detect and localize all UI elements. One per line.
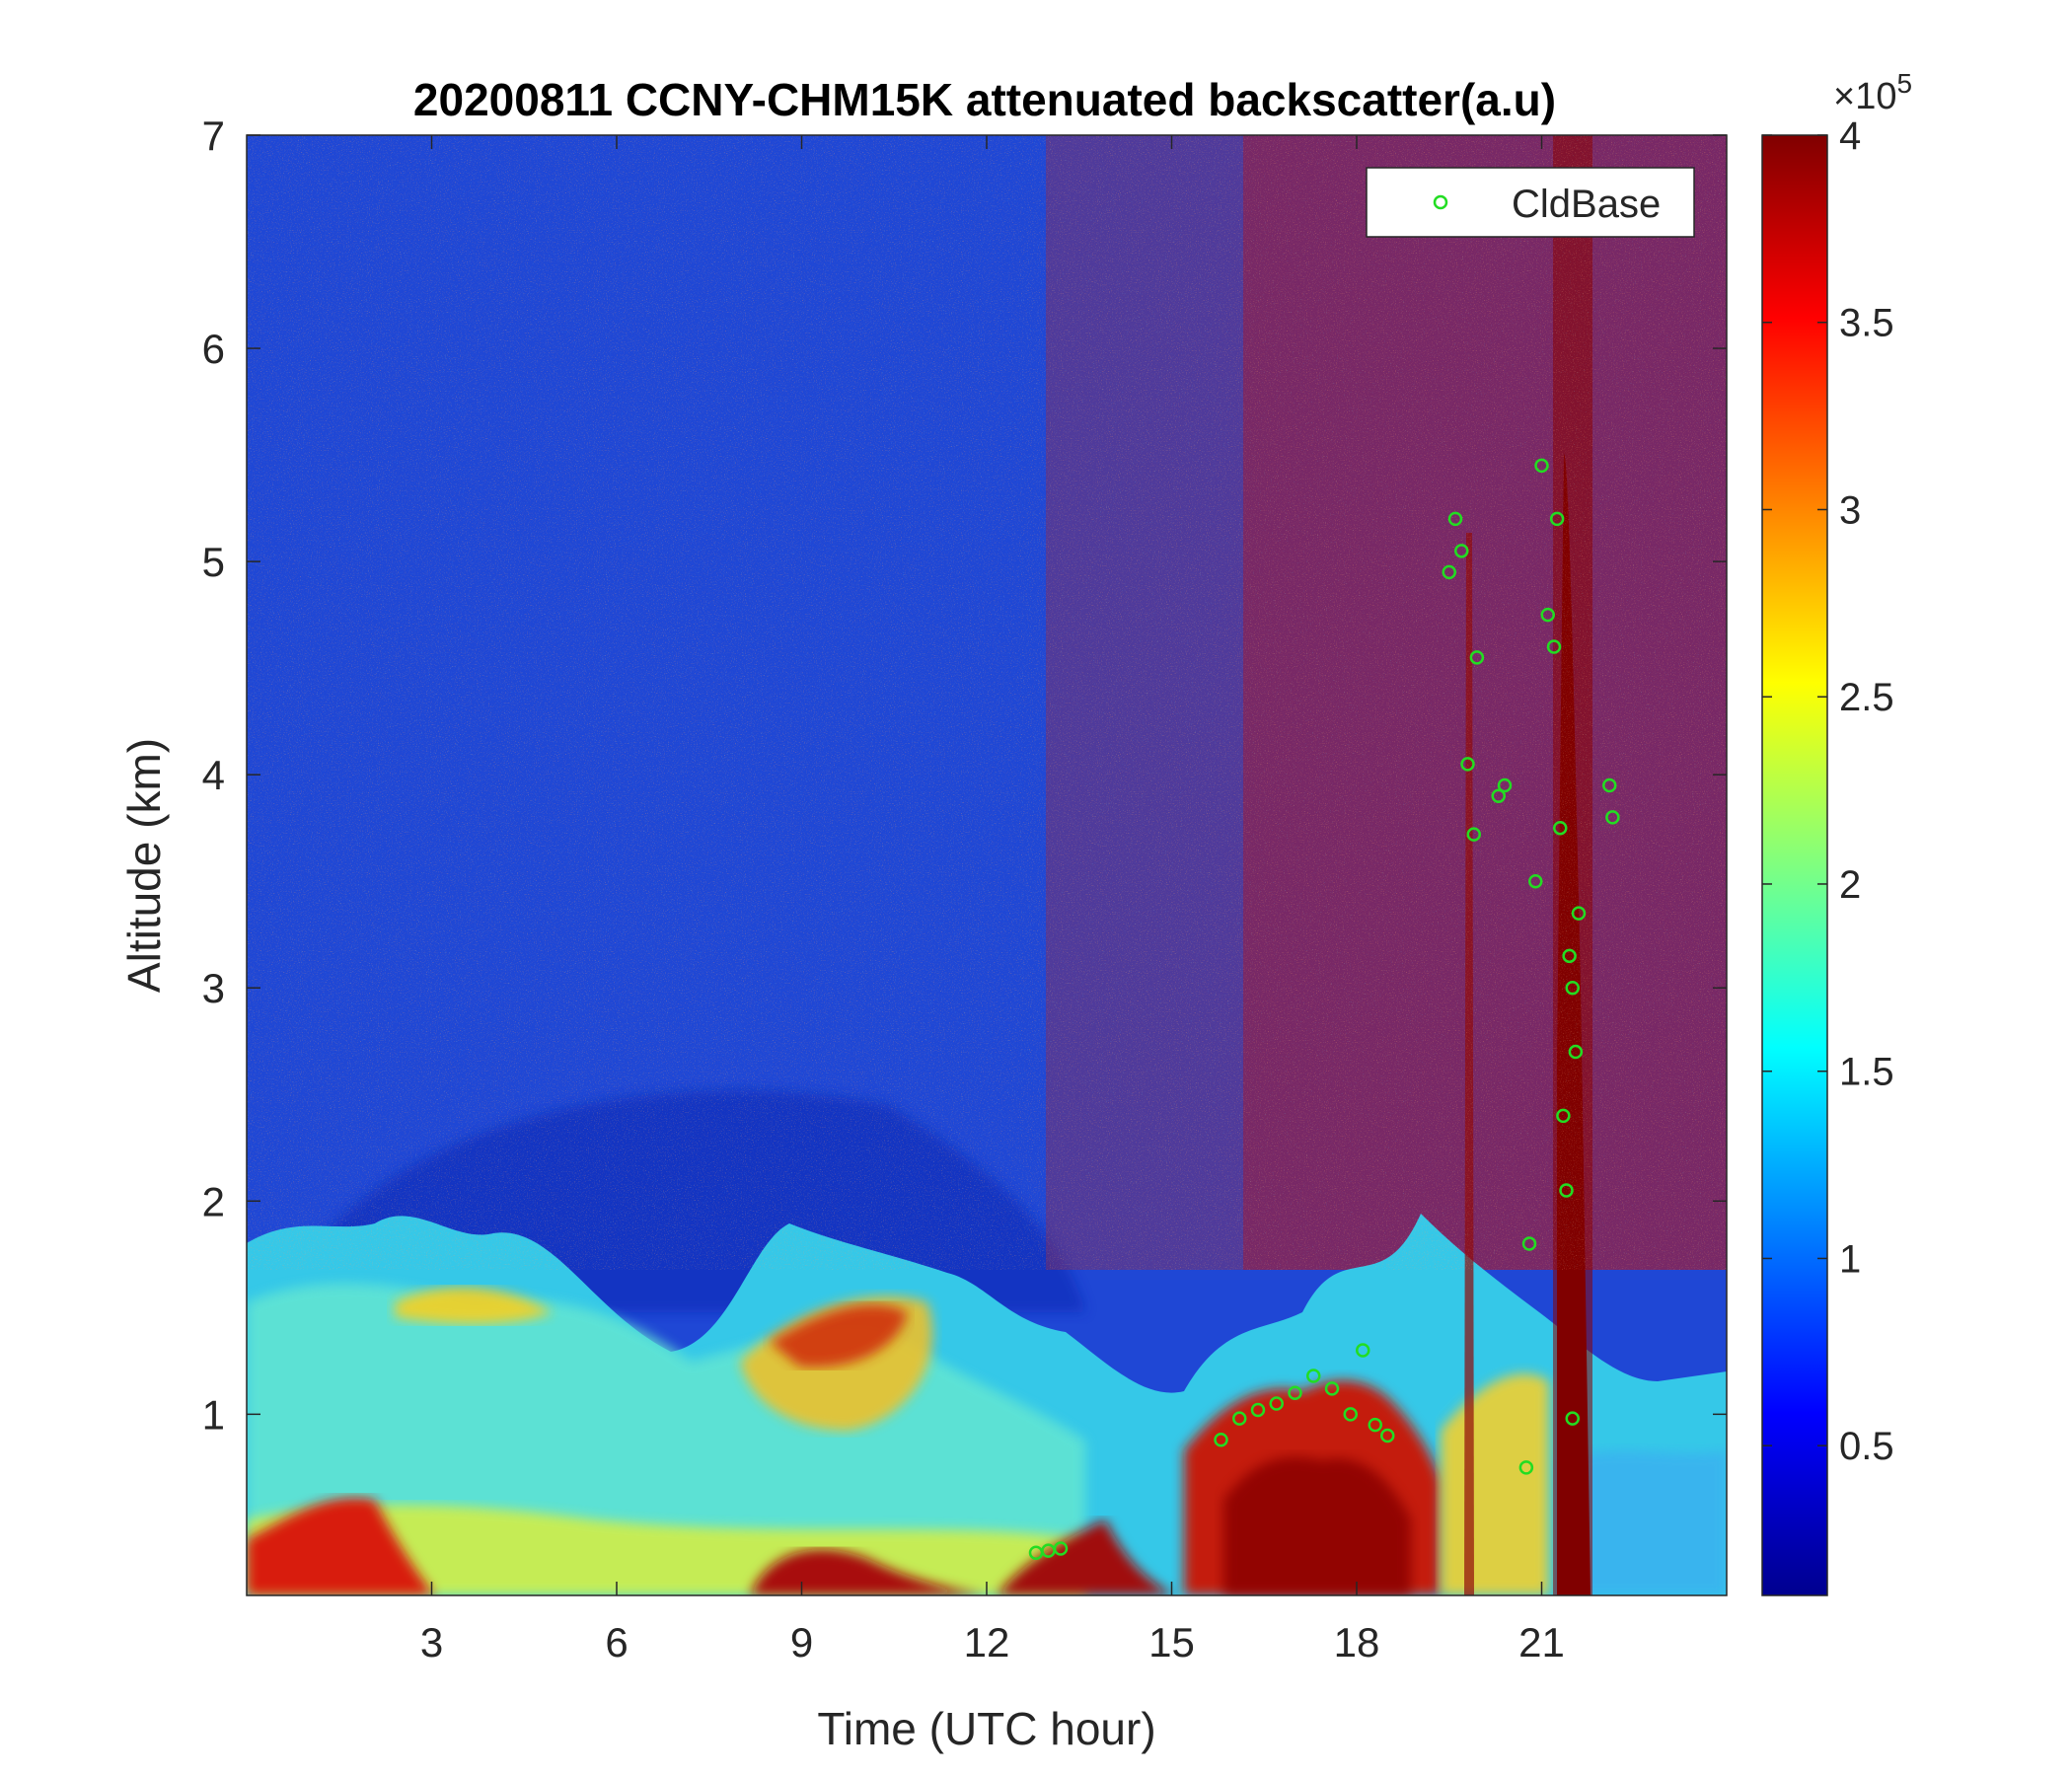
x-tick-label: 3 [420, 1619, 443, 1665]
cldbase-point [1053, 1541, 1069, 1556]
cldbase-point [1491, 788, 1506, 804]
cldbase-point [1306, 1369, 1321, 1383]
cldbase-point [1343, 1407, 1358, 1422]
cldbase-point [1214, 1433, 1228, 1447]
cldbase-point [1466, 827, 1481, 842]
cldbase-point [1571, 906, 1587, 921]
y-tick-label: 1 [202, 1391, 225, 1438]
cldbase-point [1565, 1411, 1580, 1426]
cldbase-point [1546, 639, 1562, 654]
colorbar-tick-label: 3.5 [1839, 302, 1894, 345]
cldbase-point [1380, 1428, 1395, 1443]
colorbar-ticks: 0.5 1 1.5 2 2.5 3 3.5 4 [1762, 114, 1894, 1468]
legend-box [1366, 167, 1695, 238]
x-tick-label: 18 [1334, 1619, 1380, 1665]
cldbase-point [1602, 777, 1617, 793]
y-tick-label: 5 [202, 539, 225, 585]
cldbase-point [1232, 1411, 1247, 1426]
cldbase-point [1454, 544, 1469, 558]
cldbase-point [1528, 873, 1543, 889]
cldbase-point [1442, 564, 1456, 580]
cldbase-point [1269, 1396, 1284, 1411]
cldbase-point [1565, 980, 1580, 996]
cldbase-point [1288, 1385, 1302, 1400]
colorbar-exponent: ×105 [1833, 68, 1912, 117]
cldbase-point [1521, 1236, 1537, 1251]
cldbase-point [1534, 458, 1549, 474]
chart-title: 20200811 CCNY-CHM15K attenuated backscat… [413, 74, 1556, 125]
cldbase-point [1469, 650, 1485, 665]
cldbase-point [1568, 1044, 1584, 1060]
cldbase-point [1559, 1183, 1574, 1198]
legend-marker-icon [1433, 194, 1448, 210]
cldbase-markers [1028, 458, 1620, 1561]
x-tick-label: 15 [1148, 1619, 1195, 1665]
y-tick-label: 3 [202, 965, 225, 1011]
cldbase-point [1497, 777, 1513, 793]
cldbase-point [1356, 1343, 1370, 1358]
cldbase-point [1549, 511, 1565, 527]
cldbase-point [1368, 1417, 1382, 1433]
colorbar-tick-label: 1 [1839, 1237, 1861, 1281]
legend: CldBase [1366, 167, 1695, 238]
cldbase-point [1540, 607, 1555, 623]
cldbase-point [1556, 1108, 1571, 1124]
colorbar-tick-label: 1.5 [1839, 1051, 1894, 1094]
x-tick-label: 21 [1518, 1619, 1565, 1665]
x-tick-label: 6 [605, 1619, 628, 1665]
heatmap-field [247, 135, 1727, 1595]
cldbase-point [1324, 1381, 1340, 1396]
cldbase-point [1460, 757, 1475, 772]
colorbar-gradient [1761, 134, 1828, 1596]
legend-label-cldbase: CldBase [1512, 183, 1661, 226]
colorbar-tick-label: 2.5 [1839, 676, 1894, 719]
y-tick-label: 2 [202, 1178, 225, 1224]
x-tick-label: 9 [790, 1619, 813, 1665]
colorbar: 0.5 1 1.5 2 2.5 3 3.5 4 ×105 [1761, 68, 1912, 1596]
colorbar-tick-label: 4 [1839, 114, 1861, 158]
cldbase-point [1518, 1460, 1534, 1475]
colorbar-tick-label: 0.5 [1839, 1425, 1894, 1468]
y-tick-label: 4 [202, 752, 225, 798]
cldbase-point [1447, 511, 1463, 527]
colorbar-tick-label: 2 [1839, 863, 1861, 907]
cldbase-point [1250, 1402, 1266, 1418]
x-axis-label: Time (UTC hour) [817, 1703, 1155, 1754]
cldbase-point [1553, 820, 1568, 836]
y-tick-label: 6 [202, 326, 225, 372]
cldbase-point [1605, 810, 1620, 825]
y-tick-label: 7 [202, 112, 225, 159]
colorbar-tick-label: 3 [1839, 488, 1861, 532]
y-axis-label: Altitude (km) [118, 738, 170, 993]
cldbase-point [1562, 948, 1577, 964]
x-tick-label: 12 [964, 1619, 1010, 1665]
